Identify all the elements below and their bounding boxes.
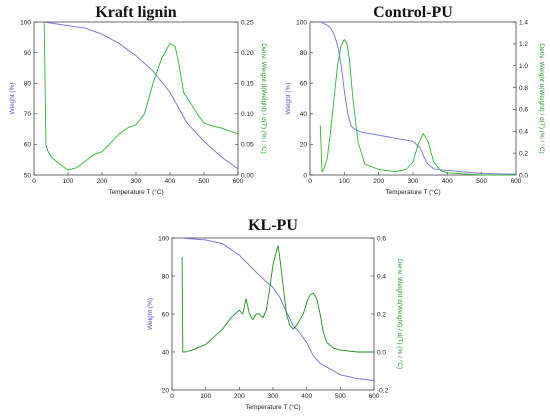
- x-tick-label: 600: [233, 178, 244, 185]
- y2-tick-label: 1.2: [519, 41, 528, 48]
- x-tick-label: 600: [369, 393, 380, 400]
- x-tick-label: 500: [199, 178, 210, 185]
- y2-tick-label: 1.0: [519, 63, 528, 70]
- plot-frame: [33, 21, 239, 176]
- y2-axis-label: Deriv. Weight d(Weight) / d(T) (% / °C): [538, 43, 546, 153]
- y-tick-label: 0: [303, 172, 307, 179]
- y-tick-label: 100: [20, 19, 31, 26]
- chart-panel-2: KL-PU 0 100 200 300 400 500 600 20 40 60 80 100 -0.2 0…: [147, 217, 404, 411]
- plot-frame: [171, 237, 375, 391]
- weight-line: [182, 237, 375, 381]
- y-tick-label: 40: [300, 111, 308, 118]
- y2-tick-label: 0.0: [377, 349, 386, 356]
- y-tick-label: 40: [162, 349, 170, 356]
- y-axis-label: Weight (%): [147, 298, 154, 330]
- x-tick-label: 400: [301, 393, 312, 400]
- chart-panel-0: Kraft lignin 0 100 200 300 400 500 600 50 60 70 80 9…: [9, 4, 268, 196]
- y-tick-label: 80: [300, 50, 308, 57]
- x-tick-label: 600: [511, 178, 522, 185]
- derivative-weight-line: [181, 245, 374, 353]
- x-axis-label: Temperature T (°C): [385, 188, 440, 196]
- y2-tick-label: 0.05: [241, 142, 254, 149]
- x-tick-label: 400: [165, 178, 176, 185]
- y-tick-label: 60: [300, 81, 308, 88]
- chart-title: Kraft lignin: [95, 4, 176, 21]
- y-tick-label: 20: [162, 387, 170, 394]
- y2-tick-label: 0.15: [241, 81, 254, 88]
- y-tick-label: 20: [300, 142, 308, 149]
- y2-tick-label: 0.4: [377, 273, 386, 280]
- x-tick-label: 100: [339, 178, 350, 185]
- y-tick-label: 60: [24, 142, 32, 149]
- x-tick-label: 0: [170, 393, 174, 400]
- x-axis-label: Temperature T (°C): [108, 188, 163, 196]
- y2-tick-label: 0.00: [241, 172, 254, 179]
- x-tick-label: 200: [234, 393, 245, 400]
- derivative-weight-line: [43, 21, 239, 171]
- y2-tick-label: 0.10: [241, 111, 254, 118]
- chart-panel-1: Control-PU 0 100 200 300 400 500 600 0 20 40 60 80 10…: [285, 4, 546, 196]
- x-tick-label: 0: [32, 178, 36, 185]
- x-tick-label: 300: [408, 178, 419, 185]
- x-tick-label: 500: [476, 178, 487, 185]
- y-tick-label: 100: [296, 19, 307, 26]
- weight-line: [44, 21, 239, 170]
- x-axis-label: Temperature T (°C): [245, 403, 300, 411]
- y2-tick-label: 0.2: [377, 311, 386, 318]
- y2-axis-label: Deriv. Weight d(Weight) / d(T) (% / °C): [396, 259, 404, 369]
- x-tick-label: 0: [308, 178, 312, 185]
- x-tick-label: 200: [97, 178, 108, 185]
- y2-tick-label: 0.0: [519, 172, 528, 179]
- x-tick-label: 100: [63, 178, 74, 185]
- y2-tick-label: -0.2: [377, 387, 389, 394]
- y-axis-label: Weight (%): [9, 82, 16, 114]
- x-tick-label: 400: [442, 178, 453, 185]
- y-tick-label: 80: [162, 273, 170, 280]
- y2-tick-label: 1.4: [519, 19, 528, 26]
- x-tick-label: 200: [373, 178, 384, 185]
- chart-title: KL-PU: [248, 217, 298, 234]
- y-tick-label: 90: [24, 50, 32, 57]
- y2-tick-label: 0.8: [519, 85, 528, 92]
- y2-tick-label: 0.20: [241, 50, 254, 57]
- derivative-weight-line: [319, 39, 516, 176]
- y2-tick-label: 0.25: [241, 19, 254, 26]
- y2-tick-label: 0.2: [519, 150, 528, 157]
- y-tick-label: 50: [24, 172, 32, 179]
- y2-axis-label: Deriv. Weight d(Weight) / d(T) (% / °C): [260, 43, 268, 153]
- y2-tick-label: 0.6: [377, 235, 386, 242]
- weight-line: [320, 21, 517, 175]
- y-tick-label: 80: [24, 81, 32, 88]
- y2-tick-label: 0.6: [519, 107, 528, 114]
- y-tick-label: 100: [158, 235, 169, 242]
- chart-title: Control-PU: [373, 4, 453, 21]
- x-tick-label: 500: [335, 393, 346, 400]
- y-axis-label: Weight (%): [285, 82, 292, 114]
- x-tick-label: 300: [131, 178, 142, 185]
- x-tick-label: 300: [268, 393, 279, 400]
- y-tick-label: 60: [162, 311, 170, 318]
- y-tick-label: 70: [24, 111, 32, 118]
- x-tick-label: 100: [200, 393, 211, 400]
- y2-tick-label: 0.4: [519, 129, 528, 136]
- plot-frame: [309, 21, 517, 176]
